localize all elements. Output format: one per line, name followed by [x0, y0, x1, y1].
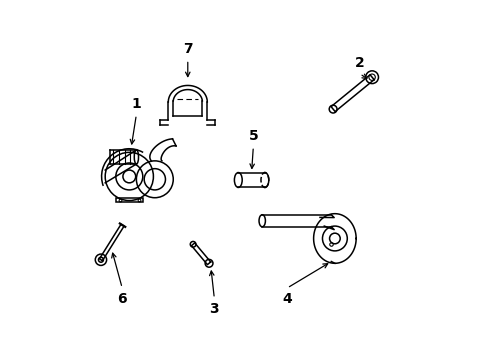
- Text: 4: 4: [282, 292, 291, 306]
- Text: 1: 1: [131, 97, 141, 111]
- Bar: [116, 198, 142, 202]
- Text: 2: 2: [354, 56, 364, 70]
- Text: 5: 5: [248, 129, 258, 143]
- Text: 6: 6: [117, 292, 127, 306]
- Text: 3: 3: [209, 302, 219, 316]
- Text: 7: 7: [183, 42, 192, 56]
